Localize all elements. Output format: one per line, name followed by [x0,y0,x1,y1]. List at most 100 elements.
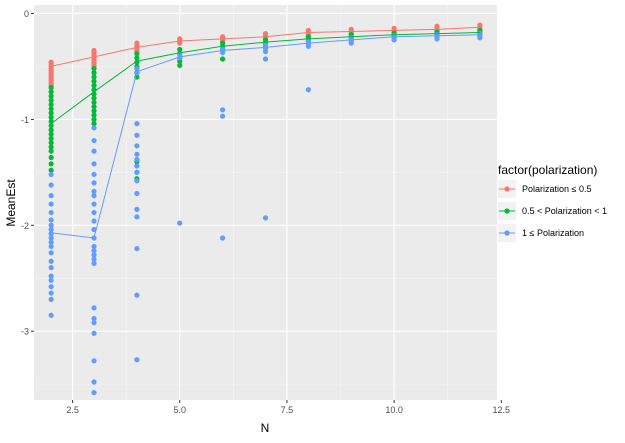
data-point [220,113,226,119]
data-point [220,50,226,56]
data-point [134,55,140,61]
legend-key-point [504,186,510,192]
data-point [91,74,97,80]
data-point [48,243,54,250]
data-point [220,56,226,62]
data-point [48,222,54,228]
data-point [91,108,97,114]
series-line-3 [51,34,480,239]
grid [34,5,502,400]
data-point [134,357,140,363]
data-point [91,180,97,186]
y-axis: -3 -2 -1 0 [21,9,34,337]
data-point [134,178,140,184]
x-tick-label: 5.0 [174,405,187,415]
data-point [48,106,54,112]
data-point [134,292,140,298]
data-point [91,389,97,396]
data-point [220,107,226,113]
data-point [91,201,97,207]
data-point [91,188,97,194]
y-tick-label: -2 [21,221,29,231]
data-point [91,330,97,336]
x-tick-label: 2.5 [66,405,79,415]
data-point [91,148,97,154]
legend-label: 0.5 < Polarization < 1 [522,206,607,216]
data-point [91,161,97,167]
legend-key-point [504,208,510,214]
data-point [48,135,54,142]
x-axis: 2.5 5.0 7.5 10.0 12.5 [66,400,510,415]
legend-title: factor(polarization) [498,163,597,177]
data-point [48,193,54,199]
data-point [91,116,97,122]
data-point [134,65,140,72]
data-point [48,161,54,167]
data-point [91,137,97,144]
data-point [48,250,54,256]
series-line-1 [50,26,480,67]
series-line-2 [50,32,480,125]
data-point [134,214,140,220]
data-point [48,296,54,302]
data-point [348,40,354,46]
data-point [134,143,140,149]
data-point [91,305,97,311]
y-axis-label: MeanEst [4,179,18,227]
data-point [91,78,97,84]
data-point [48,201,54,207]
data-point [48,167,54,173]
data-point [91,243,97,250]
y-tick-label: -3 [21,327,29,337]
data-point [91,218,97,224]
data-point [91,171,97,178]
data-point [48,89,54,95]
data-point [134,132,140,138]
data-point [48,182,54,188]
data-point [91,358,97,364]
data-point [177,220,183,226]
data-point [134,157,140,163]
legend: factor(polarization) Polarization ≤ 0.5 0… [498,163,607,242]
data-point [48,154,54,161]
data-point [262,215,269,221]
data-point [91,65,97,72]
data-point [134,121,140,127]
data-point [48,140,54,146]
data-point [177,40,183,46]
data-point [48,101,54,108]
data-point [91,248,97,254]
data-point [48,265,54,271]
data-point [91,209,97,216]
data-point [305,87,311,93]
data-point [91,315,97,322]
data-point [48,217,54,223]
data-point [91,121,97,127]
data-point [48,85,54,91]
data-point [48,290,54,296]
data-point [220,235,226,241]
data-point [48,93,54,99]
data-point [134,169,140,175]
data-point [91,226,97,233]
series-layer [48,22,483,396]
data-point [91,252,97,258]
x-axis-label: N [261,421,270,435]
x-tick-label: 7.5 [281,405,294,415]
data-point [48,239,54,245]
data-point [262,56,269,62]
data-point [91,260,97,266]
data-point [48,209,54,216]
data-point [134,245,140,252]
data-point [48,171,54,178]
data-point [91,112,97,118]
data-point [91,82,97,89]
data-point [48,110,54,116]
data-point [48,123,54,129]
data-point [91,70,97,76]
data-point [262,48,269,55]
data-point [48,312,54,318]
data-point [177,62,183,68]
data-point [391,37,397,43]
